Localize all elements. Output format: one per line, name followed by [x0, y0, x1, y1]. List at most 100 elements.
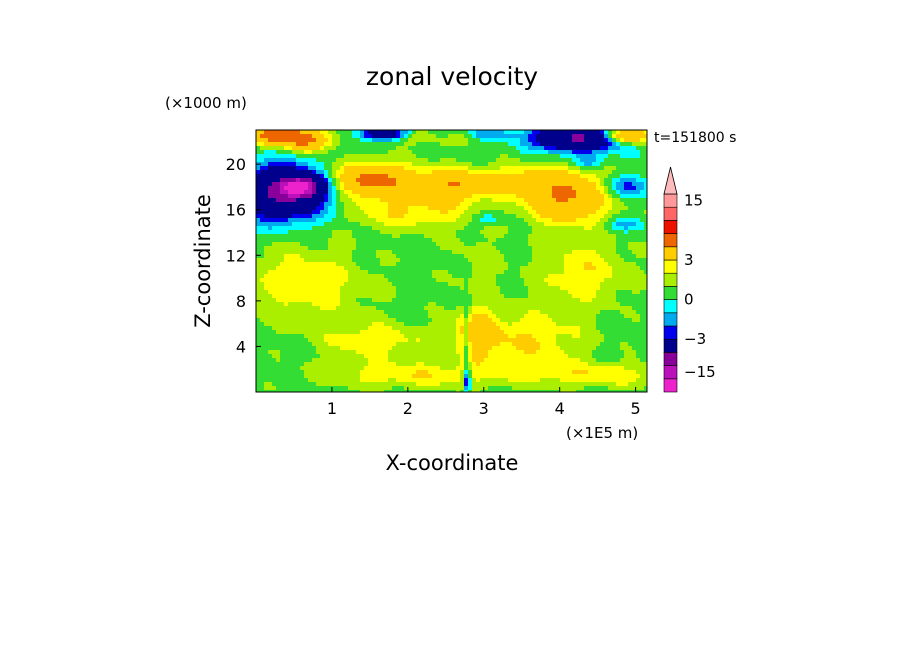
contour-cell	[512, 254, 517, 259]
contour-cell	[384, 254, 389, 259]
contour-cell	[256, 174, 261, 179]
contour-cell	[616, 238, 621, 243]
contour-cell	[268, 322, 273, 327]
contour-cell	[308, 174, 313, 179]
contour-cell	[460, 190, 465, 195]
contour-cell	[644, 198, 647, 203]
contour-cell	[584, 266, 589, 271]
contour-cell	[556, 190, 561, 195]
contour-cell	[556, 222, 561, 227]
contour-cell	[600, 314, 605, 319]
contour-cell	[332, 146, 337, 151]
contour-cell	[264, 250, 269, 255]
contour-cell	[256, 206, 261, 211]
contour-cell	[272, 306, 277, 311]
contour-cell	[336, 266, 341, 271]
contour-cell	[572, 242, 577, 247]
contour-cell	[284, 146, 289, 151]
contour-cell	[308, 170, 313, 175]
contour-cell	[280, 322, 285, 327]
contour-cell	[356, 254, 361, 259]
contour-cell	[440, 262, 445, 267]
contour-cell	[496, 162, 501, 167]
contour-cell	[472, 222, 477, 227]
contour-cell	[592, 318, 597, 323]
contour-cell	[432, 298, 437, 303]
contour-cell	[284, 194, 289, 199]
contour-cell	[548, 170, 553, 175]
contour-cell	[564, 194, 569, 199]
contour-cell	[640, 134, 645, 139]
contour-cell	[260, 190, 265, 195]
contour-cell	[256, 154, 261, 159]
contour-cell	[560, 254, 565, 259]
contour-cell	[496, 294, 501, 299]
contour-cell	[628, 310, 633, 315]
contour-cell	[372, 250, 377, 255]
contour-cell	[504, 298, 509, 303]
contour-cell	[480, 278, 485, 283]
contour-cell	[500, 210, 505, 215]
contour-cell	[308, 130, 313, 135]
contour-cell	[600, 198, 605, 203]
contour-cell	[552, 210, 557, 215]
contour-cell	[296, 250, 301, 255]
contour-cell	[644, 246, 647, 251]
contour-cell	[372, 190, 377, 195]
contour-cell	[296, 134, 301, 139]
contour-cell	[284, 250, 289, 255]
contour-cell	[444, 210, 449, 215]
contour-cell	[320, 214, 325, 219]
contour-cell	[604, 218, 609, 223]
contour-cell	[348, 246, 353, 251]
contour-cell	[548, 318, 553, 323]
contour-cell	[512, 230, 517, 235]
contour-cell	[304, 186, 309, 191]
contour-cell	[440, 210, 445, 215]
contour-cell	[596, 322, 601, 327]
contour-cell	[376, 318, 381, 323]
contour-cell	[640, 182, 645, 187]
contour-cell	[556, 270, 561, 275]
contour-cell	[272, 282, 277, 287]
contour-cell	[288, 130, 293, 135]
contour-cell	[336, 170, 341, 175]
contour-cell	[604, 186, 609, 191]
contour-cell	[604, 198, 609, 203]
contour-cell	[524, 250, 529, 255]
contour-cell	[340, 234, 345, 239]
contour-cell	[344, 302, 349, 307]
contour-cell	[588, 242, 593, 247]
contour-cell	[504, 254, 509, 259]
contour-cell	[584, 130, 589, 135]
contour-cell	[588, 162, 593, 167]
contour-cell	[564, 302, 569, 307]
contour-cell	[356, 246, 361, 251]
contour-cell	[348, 258, 353, 263]
contour-cell	[256, 286, 261, 291]
contour-cell	[520, 258, 525, 263]
contour-cell	[352, 314, 357, 319]
contour-cell	[296, 142, 301, 147]
contour-cell	[432, 274, 437, 279]
contour-cell	[460, 258, 465, 263]
contour-cell	[492, 146, 497, 151]
contour-cell	[376, 210, 381, 215]
contour-cell	[464, 134, 469, 139]
contour-cell	[548, 330, 553, 335]
contour-cell	[264, 238, 269, 243]
contour-cell	[292, 262, 297, 267]
contour-cell	[544, 186, 549, 191]
contour-cell	[320, 290, 325, 295]
contour-cell	[388, 310, 393, 315]
contour-cell	[616, 242, 621, 247]
contour-cell	[524, 310, 529, 315]
contour-cell	[264, 150, 269, 155]
contour-cell	[568, 146, 573, 151]
contour-cell	[416, 322, 421, 327]
contour-cell	[560, 186, 565, 191]
contour-cell	[260, 206, 265, 211]
contour-cell	[352, 294, 357, 299]
contour-cell	[528, 142, 533, 147]
contour-cell	[384, 194, 389, 199]
